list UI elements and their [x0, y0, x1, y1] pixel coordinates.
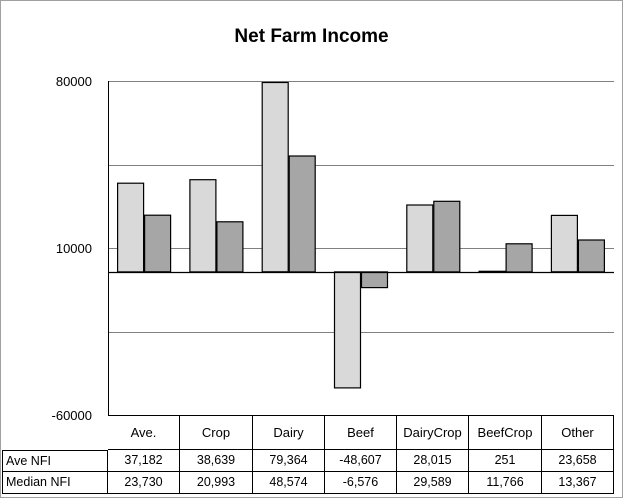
category-label-5: Beef Crop — [469, 415, 542, 450]
bar-ave-6 — [550, 214, 579, 273]
chart-title: Net Farm Income — [234, 26, 389, 47]
category-label-5-line-0: Beef — [477, 424, 505, 440]
bar-ave-1 — [189, 179, 217, 273]
category-label-0: Ave. — [108, 415, 180, 450]
bar-ave-3 — [333, 271, 362, 389]
bar-median-5 — [505, 243, 533, 273]
category-label-4-line-1: Crop — [433, 424, 462, 440]
table-cell-0-3: -48,607 — [325, 450, 397, 472]
table-cell-1-3: -6,576 — [325, 472, 397, 494]
category-label-4: Dairy Crop — [397, 415, 469, 450]
y-tick-label-0: 80000 — [56, 74, 92, 89]
table-cell-0-6: 23,658 — [542, 450, 614, 472]
bar-median-0 — [144, 214, 172, 273]
table-cell-0-0: 37,182 — [108, 450, 180, 472]
bar-ave-4 — [406, 204, 434, 273]
category-label-4-line-0: Dairy — [403, 424, 434, 440]
bar-median-4 — [433, 200, 461, 273]
category-label-6: Other — [542, 415, 614, 450]
table-cell-1-6: 13,367 — [542, 472, 614, 494]
table-row-label-1: Median NFI — [2, 472, 108, 494]
table-cell-1-2: 48,574 — [253, 472, 325, 494]
category-label-2: Dairy — [253, 415, 325, 450]
table-cell-1-4: 29,589 — [397, 472, 469, 494]
table-row-label-0: Ave NFI — [2, 450, 108, 472]
y-tick-label-2: -60000 — [52, 408, 92, 423]
bar-median-1 — [216, 221, 244, 273]
category-label-1: Crop — [180, 415, 253, 450]
bar-median-3 — [360, 271, 389, 289]
bar-median-2 — [288, 155, 316, 273]
bar-median-6 — [577, 239, 606, 273]
table-cell-0-4: 28,015 — [397, 450, 469, 472]
category-label-3: Beef — [325, 415, 397, 450]
table-cell-0-2: 79,364 — [253, 450, 325, 472]
category-label-5-line-1: Crop — [504, 424, 533, 440]
table-cell-1-5: 11,766 — [469, 472, 542, 494]
table-top-border — [108, 415, 614, 416]
table-cell-0-1: 38,639 — [180, 450, 253, 472]
bar-ave-2 — [261, 81, 289, 273]
table-cell-1-1: 20,993 — [180, 472, 253, 494]
table-cell-0-5: 251 — [469, 450, 542, 472]
y-tick-label-1: 10000 — [56, 241, 92, 256]
bar-ave-0 — [116, 182, 145, 273]
table-cell-1-0: 23,730 — [108, 472, 180, 494]
